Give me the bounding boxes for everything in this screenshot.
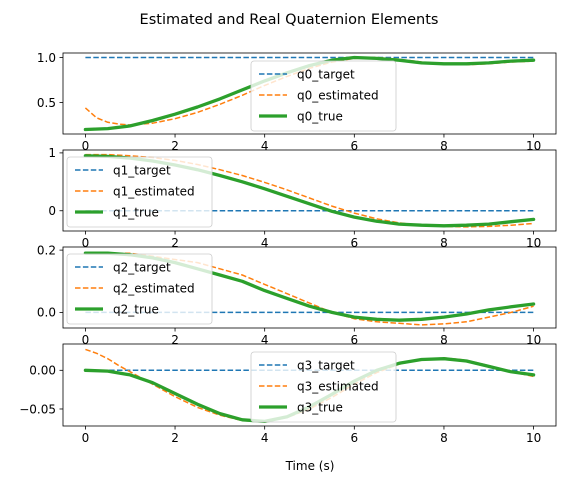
legend-label-q0_target: q0_target <box>297 67 355 81</box>
x-tick-label: 4 <box>261 236 269 250</box>
axes-frame <box>62 149 557 232</box>
legend-label-q2_estimated: q2_estimated <box>113 281 195 295</box>
x-tick-label: 0 <box>82 431 90 445</box>
x-tick-label: 4 <box>261 333 269 347</box>
axes-frame <box>62 343 557 427</box>
axes-frame <box>62 246 557 329</box>
x-tick-label: 10 <box>526 333 541 347</box>
legend-label-q1_target: q1_target <box>113 163 171 177</box>
x-tick-label: 10 <box>526 139 541 153</box>
x-tick-label: 10 <box>526 431 541 445</box>
y-tick-label: −0.05 <box>19 402 56 416</box>
subplot-q2: 0 2 4 6 8 10 0.0 0.2 q2_target q2_estimated q2_tru… <box>37 243 557 347</box>
x-tick-label: 2 <box>171 236 179 250</box>
x-tick-label: 0 <box>82 236 90 250</box>
legend-box <box>250 351 397 423</box>
x-tick-label: 2 <box>171 333 179 347</box>
x-tick-label: 2 <box>171 431 179 445</box>
subplot-q1: 0 2 4 6 8 10 0 1 q1_target q1_estimated q1_true <box>48 146 557 250</box>
x-tick-label: 10 <box>526 236 541 250</box>
y-tick-label: 0.2 <box>37 243 56 257</box>
legend: q0_target q0_estimated q0_true <box>250 60 397 132</box>
legend: q2_target q2_estimated q2_true <box>66 253 213 325</box>
x-tick-label: 4 <box>261 139 269 153</box>
legend-box <box>66 156 213 228</box>
legend-box <box>250 60 397 132</box>
legend-label-q2_true: q2_true <box>113 302 159 316</box>
axes-frame <box>62 52 557 135</box>
legend: q3_target q3_estimated q3_true <box>250 351 397 423</box>
legend-label-q3_true: q3_true <box>297 400 343 414</box>
legend: q1_target q1_estimated q1_true <box>66 156 213 228</box>
x-tick-label: 6 <box>350 333 358 347</box>
legend-label-q1_true: q1_true <box>113 205 159 219</box>
x-tick-label: 6 <box>350 139 358 153</box>
x-tick-label: 8 <box>440 431 448 445</box>
x-tick-label: 6 <box>350 236 358 250</box>
legend-label-q0_true: q0_true <box>297 109 343 123</box>
y-tick-label: 1.0 <box>37 51 56 65</box>
x-tick-label: 8 <box>440 236 448 250</box>
y-tick-label: 0 <box>48 204 56 218</box>
x-tick-label: 0 <box>82 139 90 153</box>
y-tick-label: 0.0 <box>37 306 56 320</box>
x-tick-label: 2 <box>171 139 179 153</box>
x-tick-label: 4 <box>261 431 269 445</box>
y-tick-label: 0.00 <box>29 364 56 378</box>
x-tick-label: 8 <box>440 139 448 153</box>
legend-box <box>66 253 213 325</box>
legend-label-q3_estimated: q3_estimated <box>297 379 379 393</box>
y-tick-label: 0.5 <box>37 96 56 110</box>
x-tick-label: 6 <box>350 431 358 445</box>
x-tick-label: 0 <box>82 333 90 347</box>
y-tick-label: 1 <box>48 146 56 160</box>
subplot-q0: 0 2 4 6 8 10 0.5 1.0 q0_target q0_estimated q0_tru… <box>37 51 557 153</box>
x-axis-label: Time (s) <box>285 459 335 473</box>
legend-label-q0_estimated: q0_estimated <box>297 88 379 102</box>
legend-label-q2_target: q2_target <box>113 260 171 274</box>
x-tick-label: 8 <box>440 333 448 347</box>
subplot-q3: 0 2 4 6 8 10−0.050.00 q3_targetq3_estimatedq3_… <box>19 343 557 445</box>
chart-title: Estimated and Real Quaternion Elements <box>140 12 439 28</box>
legend-label-q1_estimated: q1_estimated <box>113 184 195 198</box>
legend-label-q3_target: q3_target <box>297 358 355 372</box>
